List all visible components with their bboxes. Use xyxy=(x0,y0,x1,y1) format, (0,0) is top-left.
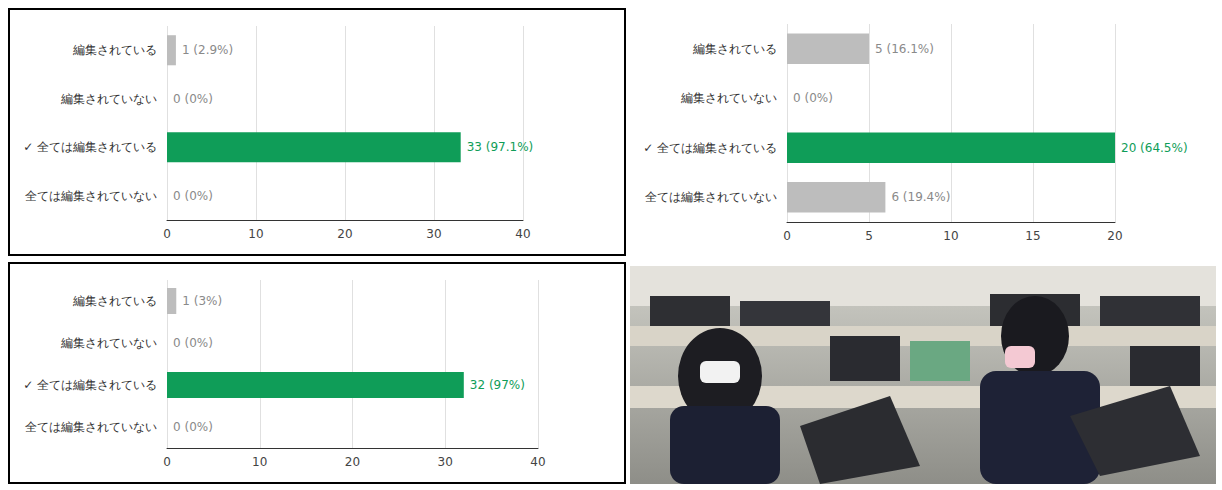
svg-text:30: 30 xyxy=(438,455,453,469)
svg-text:33 (97.1%): 33 (97.1%) xyxy=(467,140,534,154)
svg-text:5 (16.1%): 5 (16.1%) xyxy=(875,42,934,56)
svg-text:0: 0 xyxy=(163,227,171,241)
svg-text:20: 20 xyxy=(345,455,360,469)
svg-text:全ては編集されていない: 全ては編集されていない xyxy=(25,420,157,434)
svg-text:✓ 全ては編集されている: ✓ 全ては編集されている xyxy=(23,378,157,392)
svg-text:40: 40 xyxy=(530,455,545,469)
svg-text:0: 0 xyxy=(783,229,791,243)
svg-text:✓ 全ては編集されている: ✓ 全ては編集されている xyxy=(643,141,777,155)
svg-text:10: 10 xyxy=(252,455,267,469)
svg-text:20 (64.5%): 20 (64.5%) xyxy=(1121,141,1188,155)
svg-text:5: 5 xyxy=(865,229,873,243)
svg-text:1 (3%): 1 (3%) xyxy=(182,294,222,308)
svg-text:6 (19.4%): 6 (19.4%) xyxy=(891,190,950,204)
svg-text:15: 15 xyxy=(1025,229,1040,243)
svg-text:40: 40 xyxy=(515,227,530,241)
svg-text:20: 20 xyxy=(1107,229,1122,243)
svg-text:編集されている: 編集されている xyxy=(692,42,777,56)
svg-text:全ては編集されていない: 全ては編集されていない xyxy=(645,190,777,204)
svg-text:編集されている: 編集されている xyxy=(72,294,157,308)
svg-text:10: 10 xyxy=(248,227,263,241)
svg-text:編集されていない: 編集されていない xyxy=(680,91,777,105)
svg-text:0 (0%): 0 (0%) xyxy=(793,91,833,105)
svg-text:0 (0%): 0 (0%) xyxy=(173,92,213,106)
svg-text:32 (97%): 32 (97%) xyxy=(470,378,525,392)
svg-text:0 (0%): 0 (0%) xyxy=(173,189,213,203)
svg-text:編集されていない: 編集されていない xyxy=(60,336,157,350)
svg-text:0 (0%): 0 (0%) xyxy=(173,336,213,350)
svg-text:0 (0%): 0 (0%) xyxy=(173,420,213,434)
svg-text:10: 10 xyxy=(943,229,958,243)
svg-text:✓ 全ては編集されている: ✓ 全ては編集されている xyxy=(23,140,157,154)
svg-text:全ては編集されていない: 全ては編集されていない xyxy=(25,189,157,203)
svg-text:0: 0 xyxy=(163,455,171,469)
svg-text:1 (2.9%): 1 (2.9%) xyxy=(182,43,233,57)
svg-text:20: 20 xyxy=(337,227,352,241)
svg-text:編集されていない: 編集されていない xyxy=(60,92,157,106)
svg-text:30: 30 xyxy=(426,227,441,241)
svg-text:編集されている: 編集されている xyxy=(72,43,157,57)
